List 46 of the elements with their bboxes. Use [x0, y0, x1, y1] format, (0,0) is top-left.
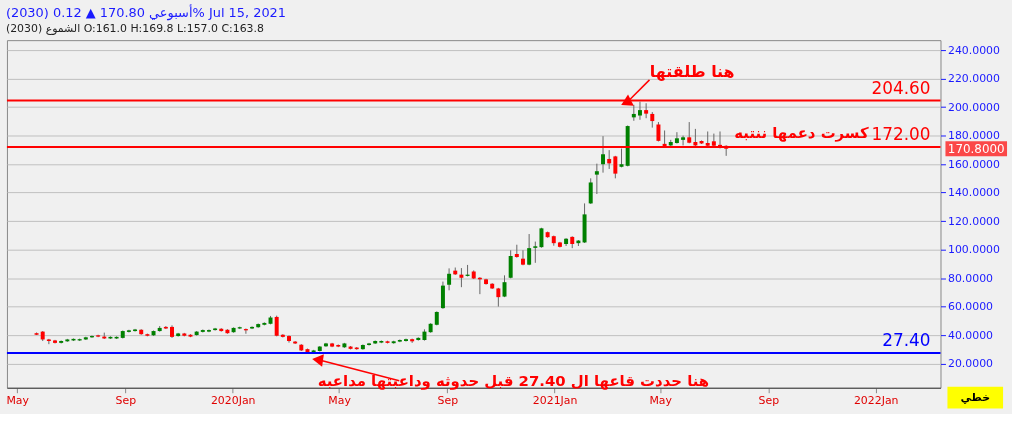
y-tick-label: 20.0000 [947, 357, 994, 371]
candlestick [533, 241, 538, 264]
y-tick-label: 240.0000 [947, 43, 1001, 57]
x-tick-label: 2022Jan [853, 394, 899, 408]
candlestick [447, 267, 452, 291]
candlestick [410, 338, 415, 344]
y-tick-label: 40.0000 [947, 328, 994, 342]
candlestick [637, 101, 642, 121]
x-tick-label: May [6, 394, 30, 408]
candlestick [46, 338, 51, 345]
y-tick-label: 100.0000 [947, 243, 1001, 257]
candlestick [521, 249, 525, 266]
y-tick-label: 160.0000 [947, 157, 1001, 171]
candlestick [508, 249, 513, 279]
annotation: هنا طلقتها [649, 61, 735, 81]
y-tick-label: 120.0000 [947, 214, 1001, 228]
candlestick [459, 267, 464, 288]
candlestick [588, 177, 593, 205]
candlestick [601, 135, 606, 174]
y-tick-label: 140.0000 [947, 186, 1001, 200]
candlestick [674, 131, 679, 145]
x-tick-label: Sep [115, 394, 137, 408]
ref-line-label: 204.60 [871, 77, 931, 98]
annotation: كسرت دعمها ننتبه [734, 124, 869, 143]
x-tick-label: Sep [758, 394, 780, 408]
y-tick-label: 220.0000 [947, 72, 1001, 86]
ref-line-label: 172.00 [871, 124, 931, 145]
candlestick [440, 281, 445, 310]
x-tick-label: May [328, 394, 352, 408]
text: 170.8000 [947, 141, 1005, 156]
x-tick-label: Sep [437, 394, 459, 408]
y-tick-label: 60.0000 [947, 300, 994, 314]
text: خطي [960, 390, 991, 404]
x-tick-label: May [649, 394, 673, 408]
chart-title: (2030) أسبوعي 170.80 ▲ 0.12% Jul 15, 2021 [5, 4, 287, 22]
y-tick-label: 200.0000 [947, 100, 1001, 114]
y-tick-label: 180.0000 [947, 129, 1001, 143]
candlestick [681, 135, 686, 146]
candlestick [527, 233, 532, 266]
annotation: هنا حددت قاعها ال 27.40 قبل حدوثه وداعبتها مداعبه [317, 371, 710, 390]
y-tick-label: 80.0000 [947, 271, 994, 285]
x-tick-label: 2021Jan [532, 394, 578, 408]
candlestick [594, 163, 599, 195]
x-tick-label: 2020Jan [210, 394, 256, 408]
chart-subtitle: الشموع (2030) O:161.0 H:169.8 L:157.0 C:163.8 [5, 22, 264, 36]
ref-line-label: 27.40 [882, 330, 931, 351]
